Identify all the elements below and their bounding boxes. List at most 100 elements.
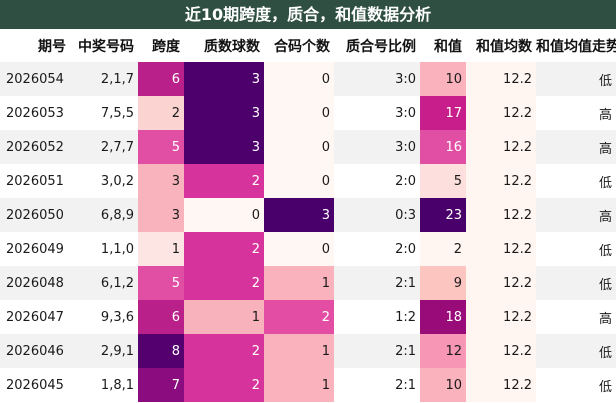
cell-period: 2026050 xyxy=(0,198,70,232)
cell-span: 6 xyxy=(138,300,184,334)
cell-sum: 23 xyxy=(420,198,466,232)
cell-primes: 2 xyxy=(184,334,264,368)
cell-avg: 12.2 xyxy=(466,164,536,198)
cell-span: 2 xyxy=(138,96,184,130)
cell-avg: 12.2 xyxy=(466,368,536,402)
cell-composites: 1 xyxy=(264,266,334,300)
cell-numbers: 9,3,6 xyxy=(70,300,138,334)
cell-sum: 10 xyxy=(420,368,466,402)
table-row: 2026047 9,3,6 6 1 2 1:2 18 12.2 高 xyxy=(0,300,616,334)
header-avg: 和值均数 xyxy=(466,29,536,62)
cell-numbers: 3,0,2 xyxy=(70,164,138,198)
cell-numbers: 2,9,1 xyxy=(70,334,138,368)
cell-span: 6 xyxy=(138,62,184,96)
cell-period: 2026047 xyxy=(0,300,70,334)
table-row: 2026050 6,8,9 3 0 3 0:3 23 12.2 高 xyxy=(0,198,616,232)
cell-period: 2026048 xyxy=(0,266,70,300)
cell-ratio: 2:1 xyxy=(334,368,420,402)
header-sum: 和值 xyxy=(420,29,466,62)
table-row: 2026049 1,1,0 1 2 0 2:0 2 12.2 低 xyxy=(0,232,616,266)
cell-span: 3 xyxy=(138,198,184,232)
cell-primes: 3 xyxy=(184,96,264,130)
cell-composites: 0 xyxy=(264,96,334,130)
cell-primes: 3 xyxy=(184,62,264,96)
cell-trend: 低 xyxy=(536,368,616,402)
cell-primes: 1 xyxy=(184,300,264,334)
cell-span: 5 xyxy=(138,130,184,164)
cell-numbers: 7,5,5 xyxy=(70,96,138,130)
cell-trend: 低 xyxy=(536,62,616,96)
cell-avg: 12.2 xyxy=(466,130,536,164)
cell-trend: 低 xyxy=(536,164,616,198)
cell-span: 5 xyxy=(138,266,184,300)
cell-span: 7 xyxy=(138,368,184,402)
cell-primes: 2 xyxy=(184,266,264,300)
cell-trend: 低 xyxy=(536,232,616,266)
table-row: 2026046 2,9,1 8 2 1 2:1 12 12.2 低 xyxy=(0,334,616,368)
cell-span: 1 xyxy=(138,232,184,266)
table-row: 2026052 2,7,7 5 3 0 3:0 16 12.2 高 xyxy=(0,130,616,164)
cell-primes: 2 xyxy=(184,164,264,198)
header-span: 跨度 xyxy=(138,29,184,62)
table-row: 2026048 6,1,2 5 2 1 2:1 9 12.2 低 xyxy=(0,266,616,300)
cell-sum: 18 xyxy=(420,300,466,334)
cell-sum: 12 xyxy=(420,334,466,368)
cell-ratio: 3:0 xyxy=(334,62,420,96)
cell-numbers: 1,1,0 xyxy=(70,232,138,266)
cell-composites: 0 xyxy=(264,62,334,96)
header-composites: 合码个数 xyxy=(264,29,334,62)
table-row: 2026053 7,5,5 2 3 0 3:0 17 12.2 高 xyxy=(0,96,616,130)
cell-primes: 0 xyxy=(184,198,264,232)
cell-ratio: 1:2 xyxy=(334,300,420,334)
cell-primes: 2 xyxy=(184,232,264,266)
cell-trend: 高 xyxy=(536,130,616,164)
cell-avg: 12.2 xyxy=(466,300,536,334)
cell-avg: 12.2 xyxy=(466,232,536,266)
cell-composites: 0 xyxy=(264,130,334,164)
cell-period: 2026046 xyxy=(0,334,70,368)
cell-trend: 低 xyxy=(536,334,616,368)
table-row: 2026051 3,0,2 3 2 0 2:0 5 12.2 低 xyxy=(0,164,616,198)
cell-period: 2026045 xyxy=(0,368,70,402)
cell-numbers: 2,1,7 xyxy=(70,62,138,96)
cell-numbers: 6,1,2 xyxy=(70,266,138,300)
analysis-table: 期号 中奖号码 跨度 质数球数 合码个数 质合号比例 和值 和值均数 和值均值走… xyxy=(0,29,616,402)
cell-ratio: 2:0 xyxy=(334,232,420,266)
cell-period: 2026052 xyxy=(0,130,70,164)
cell-trend: 高 xyxy=(536,300,616,334)
header-primes: 质数球数 xyxy=(184,29,264,62)
cell-span: 8 xyxy=(138,334,184,368)
cell-sum: 10 xyxy=(420,62,466,96)
cell-avg: 12.2 xyxy=(466,334,536,368)
header-trend: 和值均值走势 xyxy=(536,29,616,62)
cell-numbers: 1,8,1 xyxy=(70,368,138,402)
cell-ratio: 2:1 xyxy=(334,334,420,368)
cell-trend: 高 xyxy=(536,198,616,232)
header-numbers: 中奖号码 xyxy=(70,29,138,62)
cell-period: 2026051 xyxy=(0,164,70,198)
cell-ratio: 3:0 xyxy=(334,130,420,164)
cell-composites: 1 xyxy=(264,368,334,402)
cell-composites: 2 xyxy=(264,300,334,334)
cell-ratio: 2:0 xyxy=(334,164,420,198)
table-row: 2026054 2,1,7 6 3 0 3:0 10 12.2 低 xyxy=(0,62,616,96)
cell-ratio: 3:0 xyxy=(334,96,420,130)
cell-ratio: 0:3 xyxy=(334,198,420,232)
cell-avg: 12.2 xyxy=(466,198,536,232)
cell-primes: 2 xyxy=(184,368,264,402)
cell-ratio: 2:1 xyxy=(334,266,420,300)
cell-avg: 12.2 xyxy=(466,266,536,300)
header-row: 期号 中奖号码 跨度 质数球数 合码个数 质合号比例 和值 和值均数 和值均值走… xyxy=(0,29,616,62)
cell-numbers: 2,7,7 xyxy=(70,130,138,164)
cell-composites: 0 xyxy=(264,164,334,198)
cell-sum: 5 xyxy=(420,164,466,198)
cell-composites: 0 xyxy=(264,232,334,266)
table-row: 2026045 1,8,1 7 2 1 2:1 10 12.2 低 xyxy=(0,368,616,402)
cell-sum: 9 xyxy=(420,266,466,300)
cell-sum: 17 xyxy=(420,96,466,130)
cell-trend: 低 xyxy=(536,266,616,300)
cell-sum: 16 xyxy=(420,130,466,164)
cell-composites: 1 xyxy=(264,334,334,368)
cell-period: 2026054 xyxy=(0,62,70,96)
cell-period: 2026053 xyxy=(0,96,70,130)
